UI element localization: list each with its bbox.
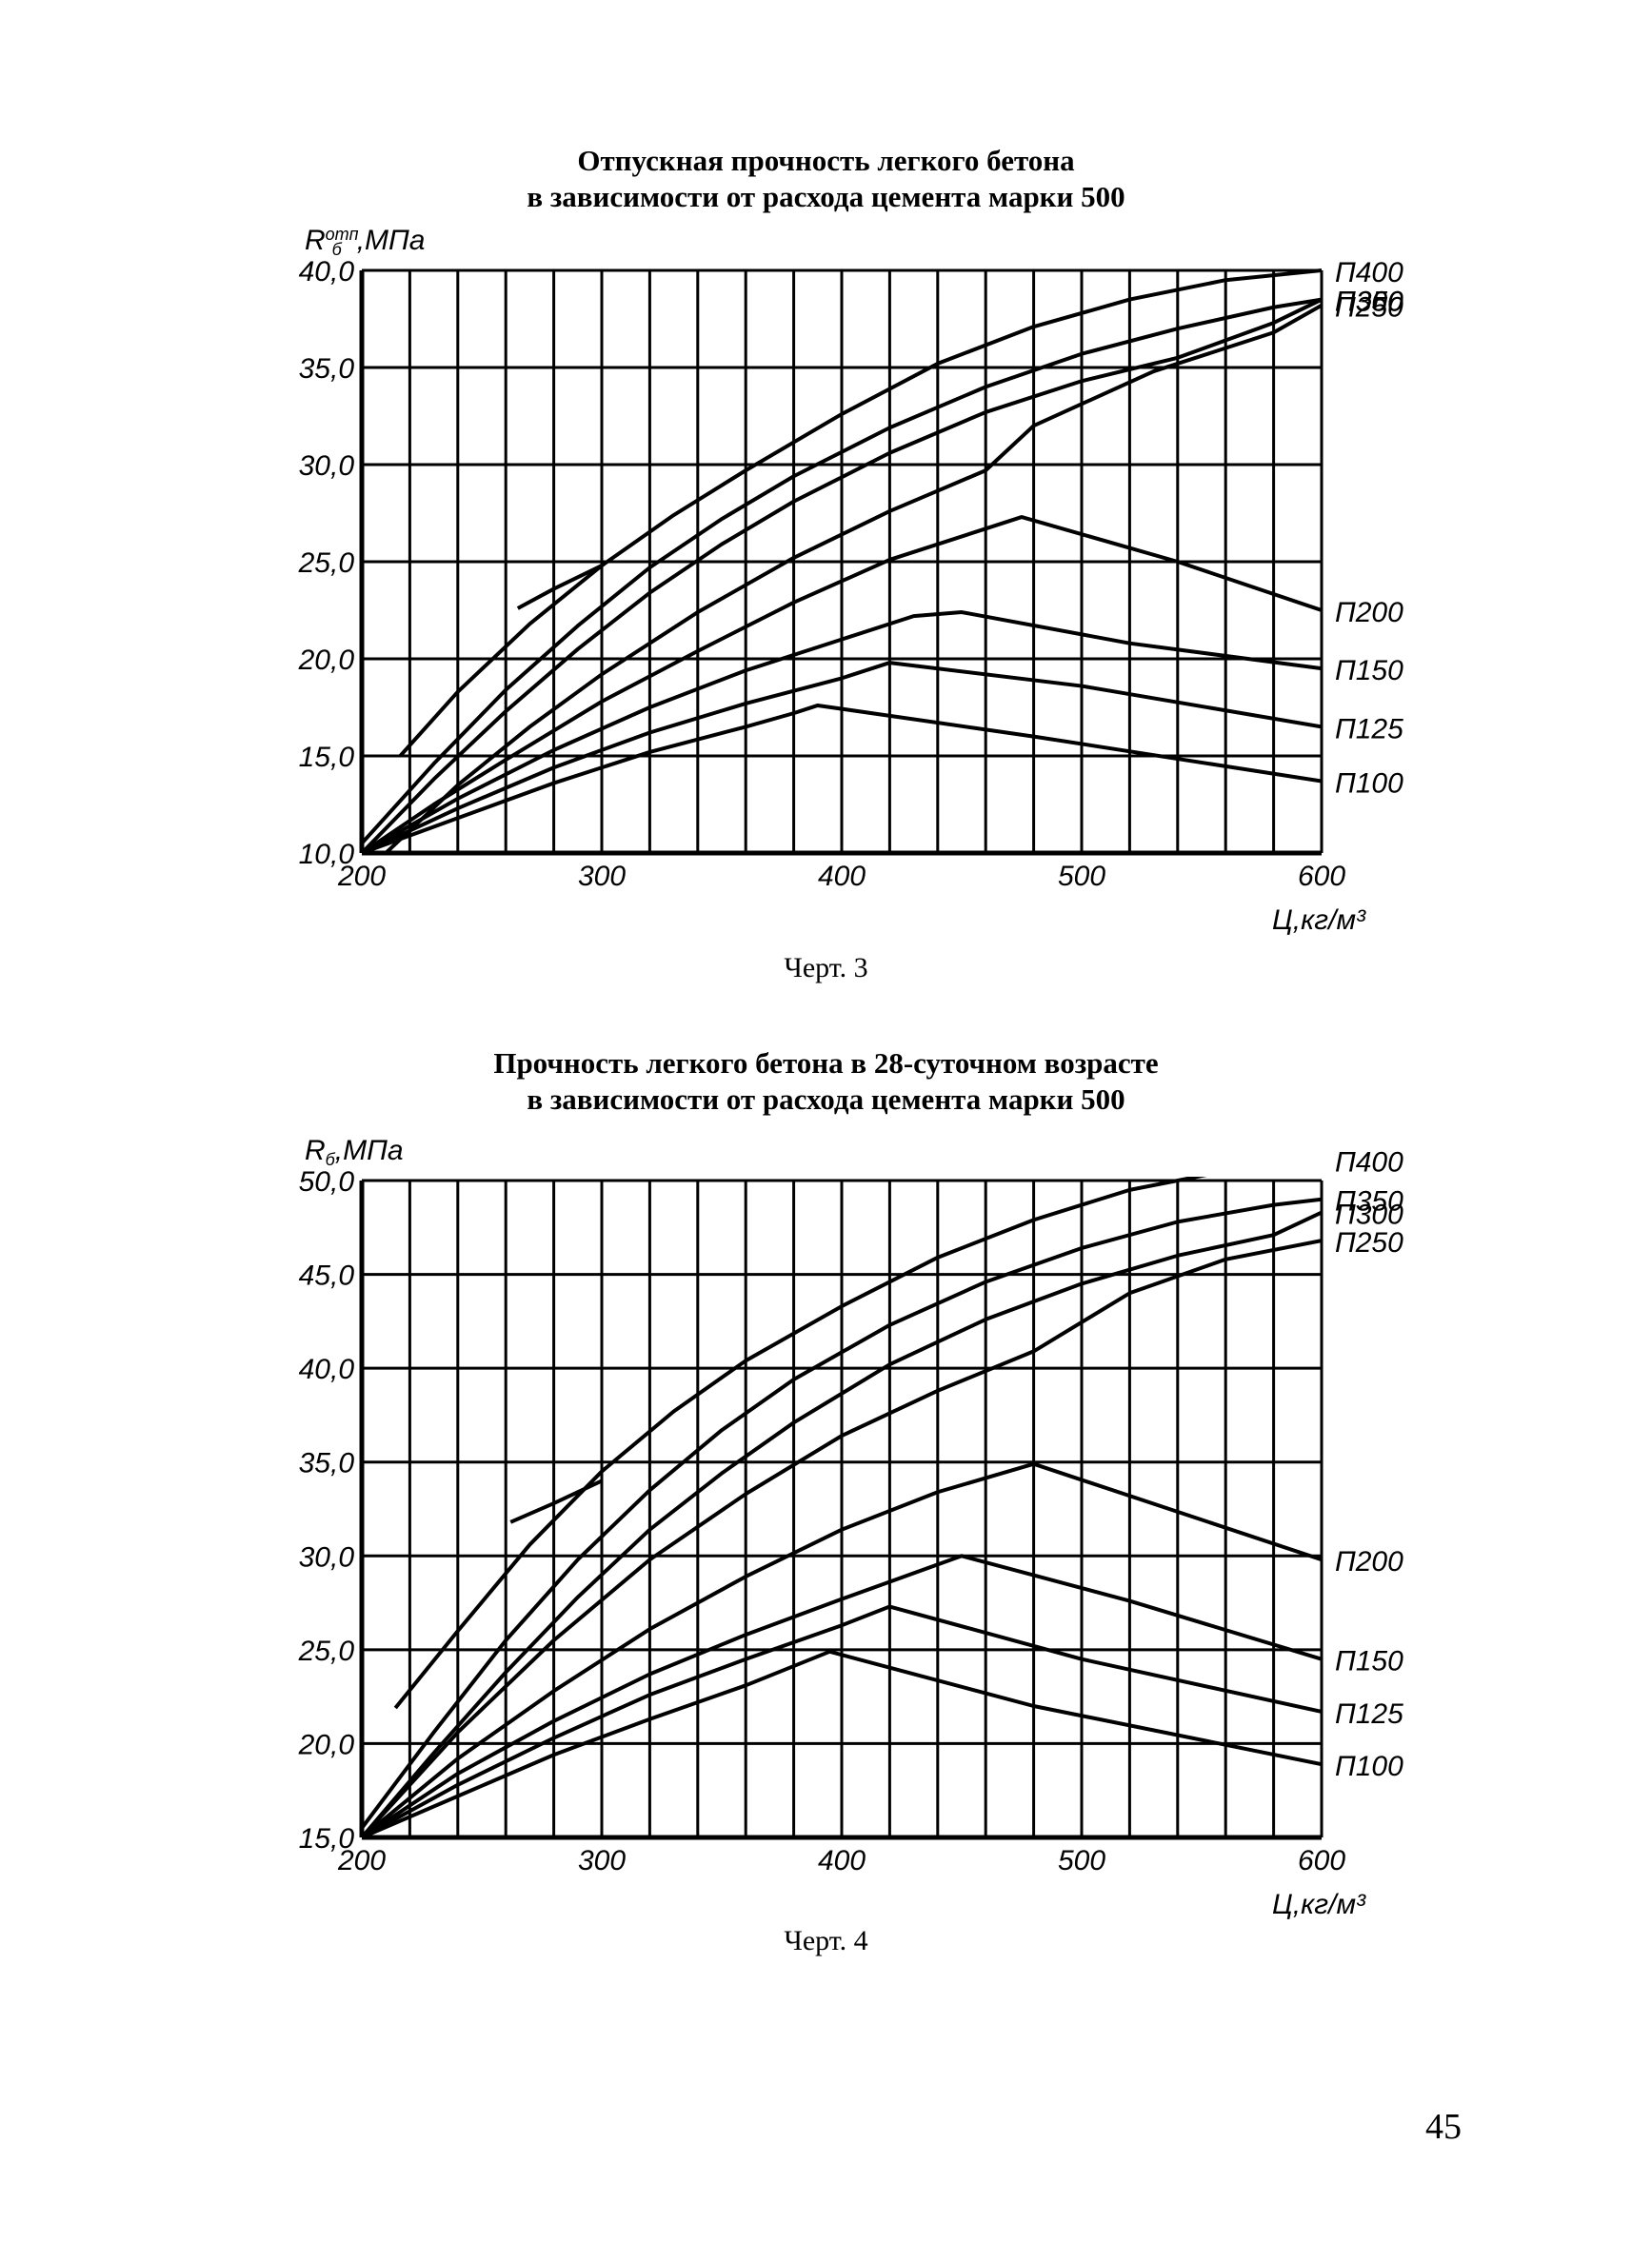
y-tick-label: 40,0 [299,1354,355,1385]
y-axis-label: Rб,МПа [305,1135,404,1169]
series-line-П150 [362,610,1322,853]
series-line-П125 [362,1604,1322,1837]
series-line-extra [509,1479,603,1524]
series-line-П250 [362,1239,1322,1837]
x-tick-label: 300 [578,861,626,892]
chart1-title-line2: в зависимости от расхода цемента марки 5… [527,180,1125,213]
x-axis-label: Ц,кг/м³ [1272,1889,1366,1920]
series-label-П200: П200 [1335,1546,1403,1578]
series-label-П350: П350 [1335,287,1403,318]
y-tick-label: 10,0 [299,839,355,870]
grid-vertical [360,1181,1324,1837]
chart2-svg: 15,0 20,0 25,0 30,0 35,0 40,0 45,0 50,0 200 300 40… [298,1135,1403,1920]
y-tick-label: 45,0 [299,1260,355,1292]
series-group [362,268,1322,853]
chart1-title: Отпускная прочность легкого бетона в зав… [0,143,1652,215]
x-tick-label: 200 [337,861,386,892]
series-line-П400 [393,1177,1207,1710]
series-line-П300 [362,1210,1322,1837]
series-line-П200 [362,1461,1322,1837]
y-tick-label: 35,0 [299,353,355,385]
series-label-П100: П100 [1335,768,1403,800]
series-label-П250: П250 [1335,292,1403,324]
series-label-П400: П400 [1335,1146,1403,1178]
series-line-П350 [362,1197,1322,1830]
y-tick-label: 25,0 [298,547,355,579]
chart1-title-line1: Отпускная прочность легкого бетона [577,144,1075,177]
chart1-svg: 10,0 15,0 20,0 25,0 30,0 35,0 40,0 200 300 400 500… [298,225,1403,936]
series-line-П400 [398,268,1322,758]
series-label-П125: П125 [1335,1698,1403,1730]
series-line-П150 [362,1554,1322,1837]
y-tick-label: 15,0 [299,1823,355,1855]
y-tick-label: 35,0 [299,1448,355,1479]
chart2-title-line1: Прочность легкого бетона в 28-суточном в… [493,1046,1159,1080]
x-tick-label: 500 [1058,1845,1105,1876]
y-tick-label: 40,0 [299,256,355,288]
series-line-П250 [384,303,1322,853]
y-axis-label: Rотп б ,МПа [305,225,425,259]
y-tick-label: 50,0 [299,1166,355,1198]
x-tick-label: 500 [1058,861,1105,892]
series-line-П200 [362,515,1322,853]
series-label-П100: П100 [1335,1751,1403,1782]
series-line-П350 [362,297,1322,845]
chart1-caption: Черт. 3 [784,952,868,983]
x-tick-label: 400 [818,861,866,892]
x-tick-label: 600 [1298,861,1345,892]
series-line-П100 [362,1649,1322,1837]
series-label-П150: П150 [1335,1646,1403,1677]
y-tick-label: 25,0 [298,1636,355,1667]
x-tick-label: 300 [578,1845,626,1876]
y-tick-label: 30,0 [299,450,355,482]
chart2-caption: Черт. 4 [784,1925,868,1956]
series-label-П150: П150 [1335,655,1403,686]
series-label-П350: П350 [1335,1186,1403,1218]
series-label-П300: П300 [1335,287,1403,318]
x-tick-label: 200 [337,1845,386,1876]
chart2-title-line2: в зависимости от расхода цемента марки 5… [527,1082,1125,1116]
page-number: 45 [1425,2107,1462,2147]
y-tick-label: 20,0 [298,1729,355,1760]
series-line-extra [516,564,603,610]
series-label-П250: П250 [1335,1227,1403,1259]
series-label-П125: П125 [1335,713,1403,744]
series-label-П300: П300 [1335,1200,1403,1231]
x-tick-label: 400 [818,1845,866,1876]
chart2-title: Прочность легкого бетона в 28-суточном в… [0,1045,1652,1118]
series-group [362,1177,1322,1837]
series-line-П100 [362,703,1322,853]
y-tick-label: 30,0 [299,1541,355,1573]
series-label-П200: П200 [1335,597,1403,628]
series-line-П300 [362,297,1322,853]
y-tick-label: 15,0 [299,742,355,773]
series-label-П400: П400 [1335,257,1403,288]
y-tick-label: 20,0 [298,645,355,676]
x-tick-label: 600 [1298,1845,1345,1876]
x-axis-label: Ц,кг/м³ [1272,904,1366,936]
series-line-П125 [362,661,1322,853]
